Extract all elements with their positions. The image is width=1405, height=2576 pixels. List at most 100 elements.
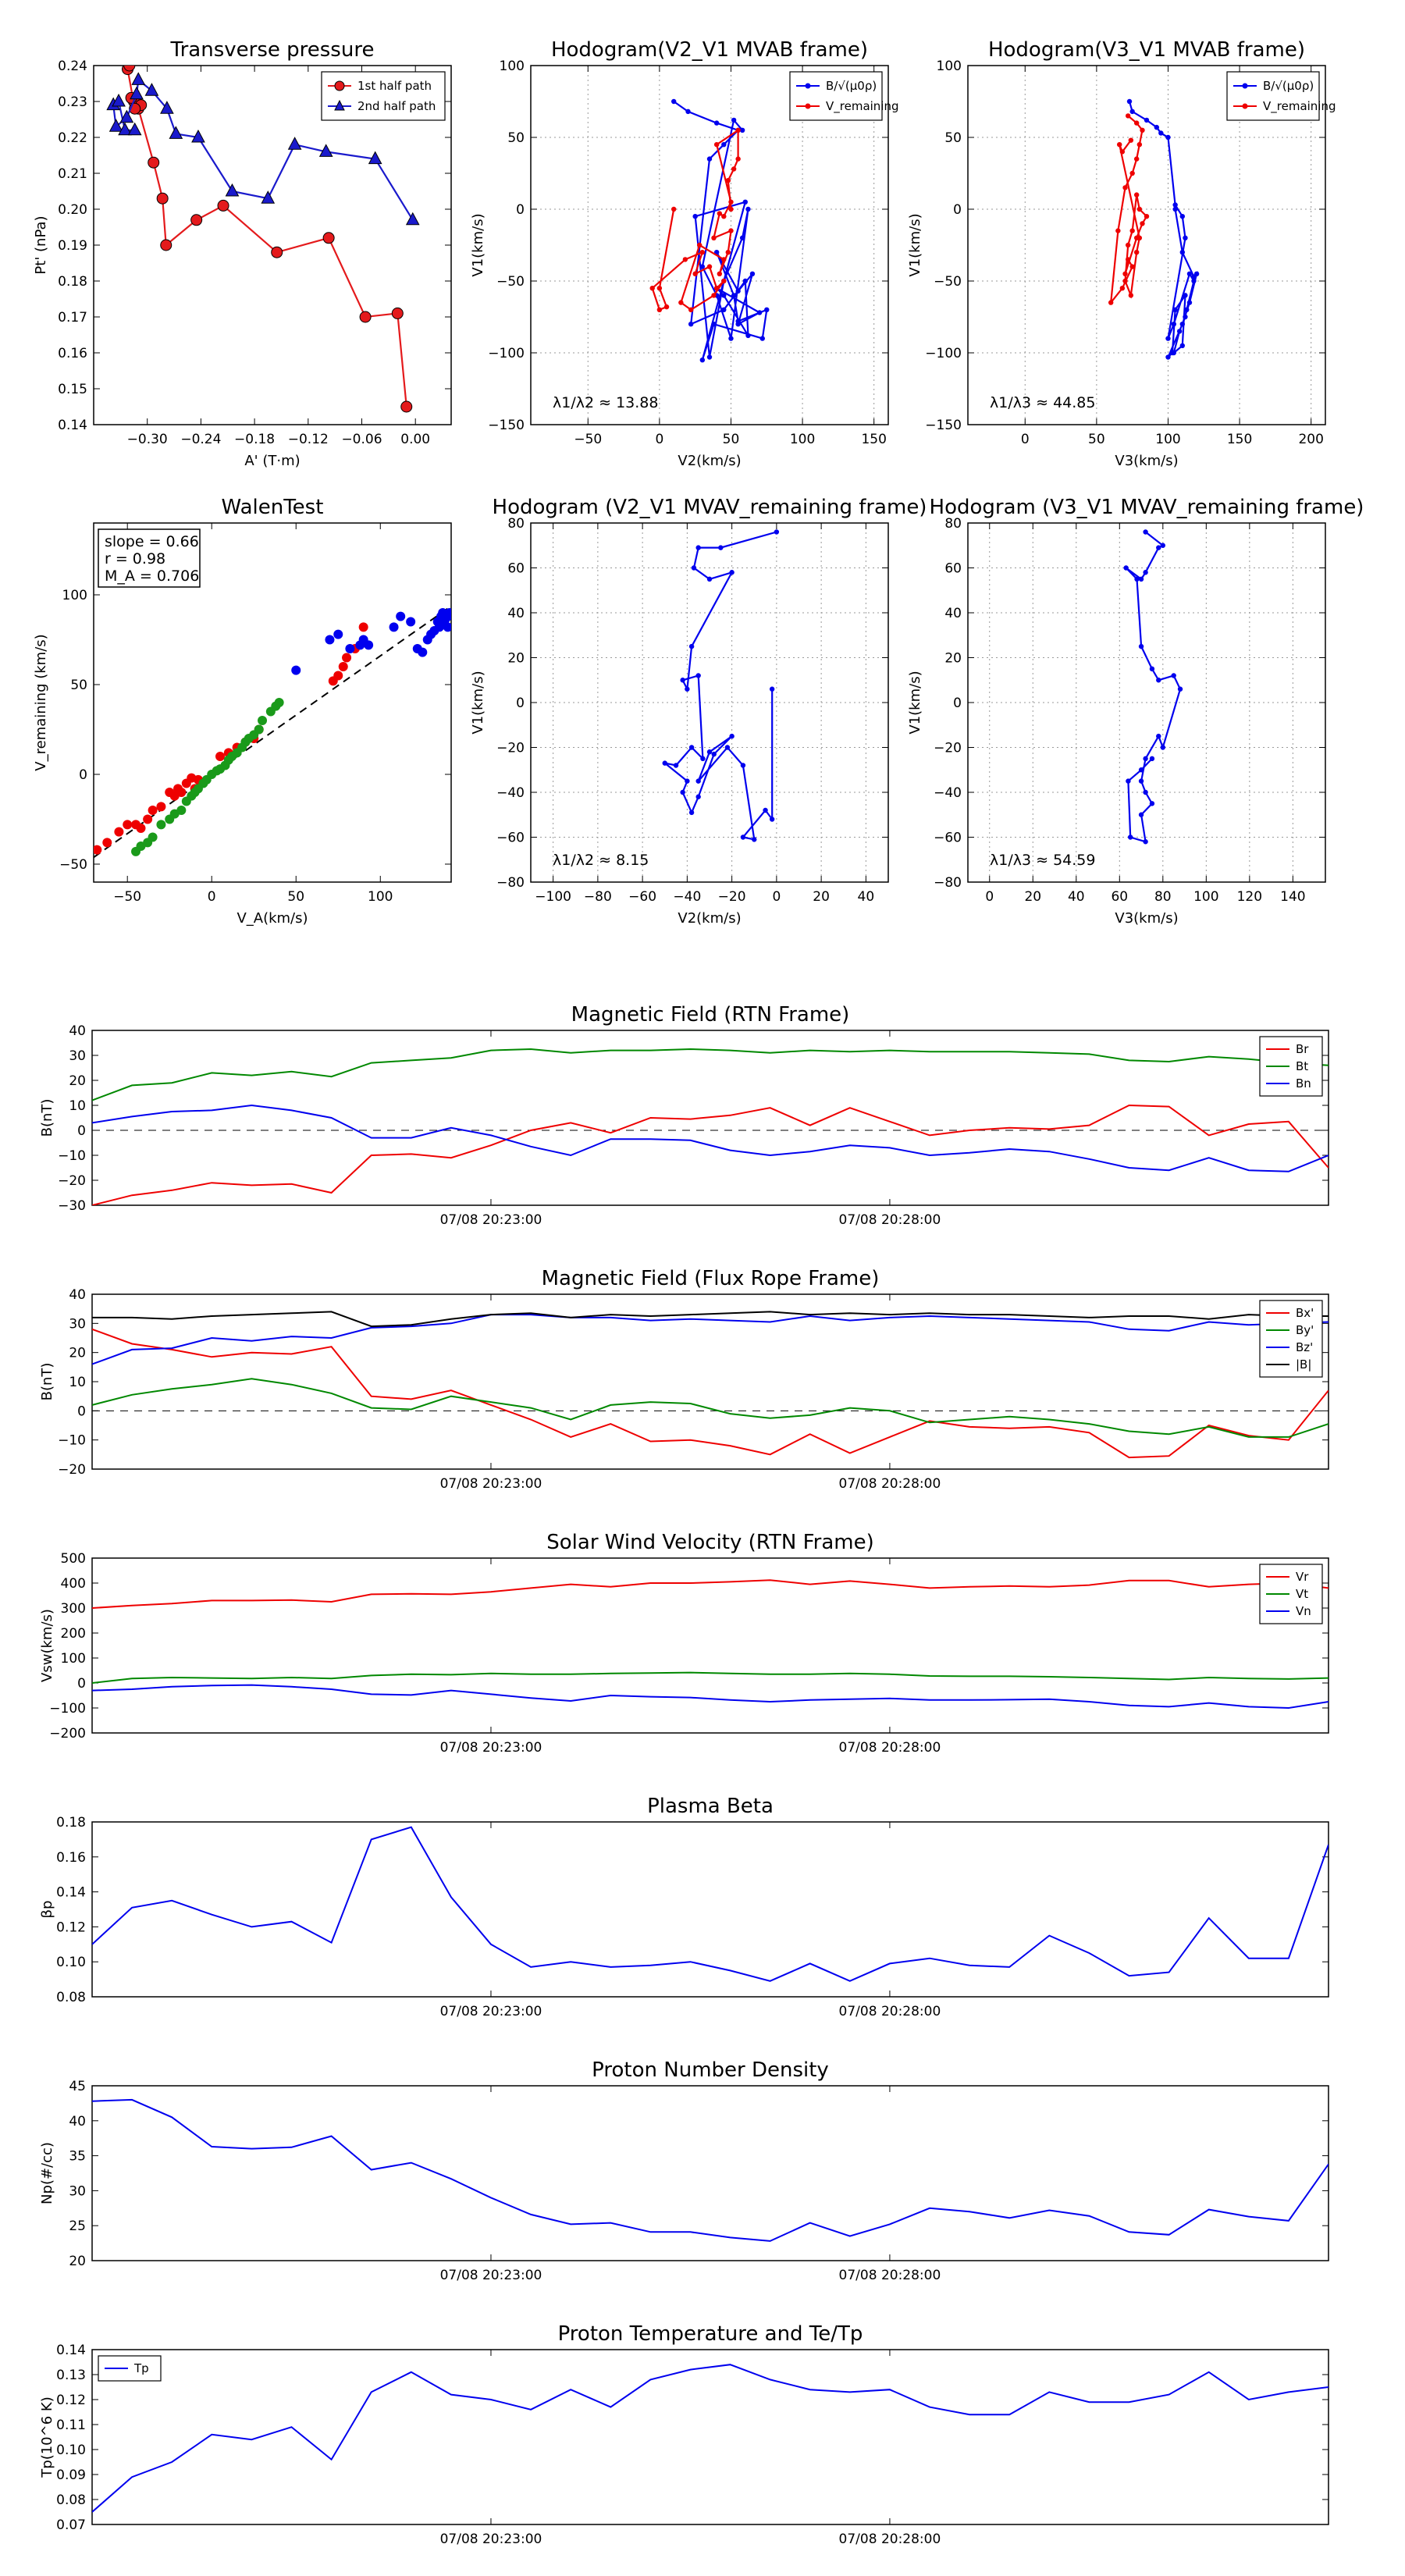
series-b-0--point [739,235,745,240]
y-tick-label: 0.16 [56,1850,86,1866]
legend-label: Vn [1296,1604,1311,1618]
series-2nd-half-path-point [368,151,382,165]
series-b-0--line [673,101,768,361]
series-v-remaining-point [649,286,655,291]
series-2nd-half-path-point [127,122,142,136]
series-v-remaining-point [1125,113,1131,119]
legend-marker [334,99,345,111]
x-tick-label: 40 [1068,889,1085,905]
series-blue-point [389,622,399,632]
x-tick-label: 07/08 20:28:00 [839,2004,941,2019]
series-legend: B/√(μ0ρ) V_remaining [1226,71,1336,121]
legend-label: Vr [1296,1570,1309,1584]
y-tick-label: 50 [507,130,525,146]
x-tick-label: 0 [208,889,216,905]
series-v-remaining-point [699,250,706,255]
x-tick-label: 0.00 [400,432,430,447]
series-b-0--point [1172,206,1178,212]
series-green-point [274,698,284,707]
series-red-point [123,820,133,830]
legend-marker [1242,83,1248,89]
series-v-remaining-point [696,242,702,248]
axes-frame [530,65,889,425]
series-b-0--point [1191,274,1197,279]
y-tick-label: 80 [944,516,962,532]
series-blue-point [718,545,724,550]
series-2nd-half-path-point [160,101,174,114]
series-vr-line [92,1579,1329,1609]
series-legend: B/√(μ0ρ) V_remaining [789,71,899,121]
series-v-remaining-point [725,250,731,255]
series-v-remaining-point [692,271,698,276]
series-b-0--point [699,358,706,363]
x-tick-label: 100 [790,432,815,447]
y-tick-label: −20 [58,1173,86,1189]
y-tick-label: 20 [69,1346,86,1361]
y-tick-label: 20 [69,2254,86,2269]
series-bx--line [92,1328,1329,1459]
series-b-0--point [671,98,677,105]
series-b-0--point [1171,322,1177,327]
y-tick-label: 500 [61,1551,86,1567]
x-tick-label: 150 [1227,432,1252,447]
plot-area [1108,98,1200,360]
y-tick-label: 0.23 [58,94,87,110]
series-2nd-half-path-point [118,122,132,136]
y-tick-label: 40 [507,606,525,621]
y-tick-label: 30 [69,1316,86,1332]
series-v-remaining-point [717,211,723,216]
y-tick-label: 0 [516,202,525,218]
x-tick-label: −50 [574,432,602,447]
y-tick-label: 20 [944,651,962,667]
series-v-remaining-point [1129,264,1135,269]
series-1st-half-path-point [190,214,203,226]
series-b-0--point [1176,329,1183,334]
series-b-0--point [1165,134,1171,141]
x-tick-label: 07/08 20:23:00 [440,2004,542,2019]
chart-title: Transverse pressure [170,38,375,62]
series-blue-point [1138,778,1144,784]
series-blue-point [444,608,451,617]
chart-h3: Hodogram (V2_V1 MVAV_remaining frame) −80… [470,496,927,927]
series-v-remaining-point [1133,192,1140,197]
series-b-0--point [759,336,765,341]
y-tick-label: 45 [69,2079,86,2094]
series-legend: 1st half path 2nd half path [321,71,446,121]
series-blue-point [1156,733,1161,739]
series-v-remaining-point [1129,228,1135,233]
series-blue-point [1126,778,1131,784]
series-blue-point [1138,576,1144,582]
legend-label: B/√(μ0ρ) [1263,79,1314,93]
series-blue-point [700,756,706,762]
legend-entry: slope = 0.66 [105,533,199,550]
walen-legend: slope = 0.66r = 0.98M_A = 0.706 [98,528,201,588]
series-blue-point [1156,678,1161,683]
series-b-0--point [1183,235,1188,240]
chart-title: Hodogram (V2_V1 MVAV_remaining frame) [493,496,927,519]
y-tick-label: 40 [69,1023,86,1039]
legend-frame [789,71,883,121]
series-b-0--point [1144,117,1150,123]
y-tick-label: −100 [925,346,962,361]
series-b-0--point [721,142,727,148]
series-v-remaining-point [663,304,670,310]
series-bt-line [92,1048,1329,1101]
series-b-0--point [756,310,763,315]
legend-label: Bz' [1296,1340,1313,1354]
series-b-0--point [745,333,751,339]
series-blue-point [1160,745,1166,750]
legend-marker [334,80,345,91]
x-tick-label: −50 [113,889,141,905]
series-blue-point [1149,666,1155,672]
y-tick-label: 0 [77,1404,86,1419]
series-b-0--point [731,117,737,123]
series-b-0--point [1172,307,1178,312]
series-v-remaining-point [706,264,713,269]
y-tick-label: 0 [77,1123,86,1139]
series-blue-point [1177,686,1183,692]
y-axis-label: V1(km/s) [907,213,923,276]
series-b-0--point [1186,271,1193,276]
legend-entry: r = 0.98 [105,550,165,568]
x-tick-label: 0 [772,889,781,905]
x-tick-label: 20 [813,889,830,905]
